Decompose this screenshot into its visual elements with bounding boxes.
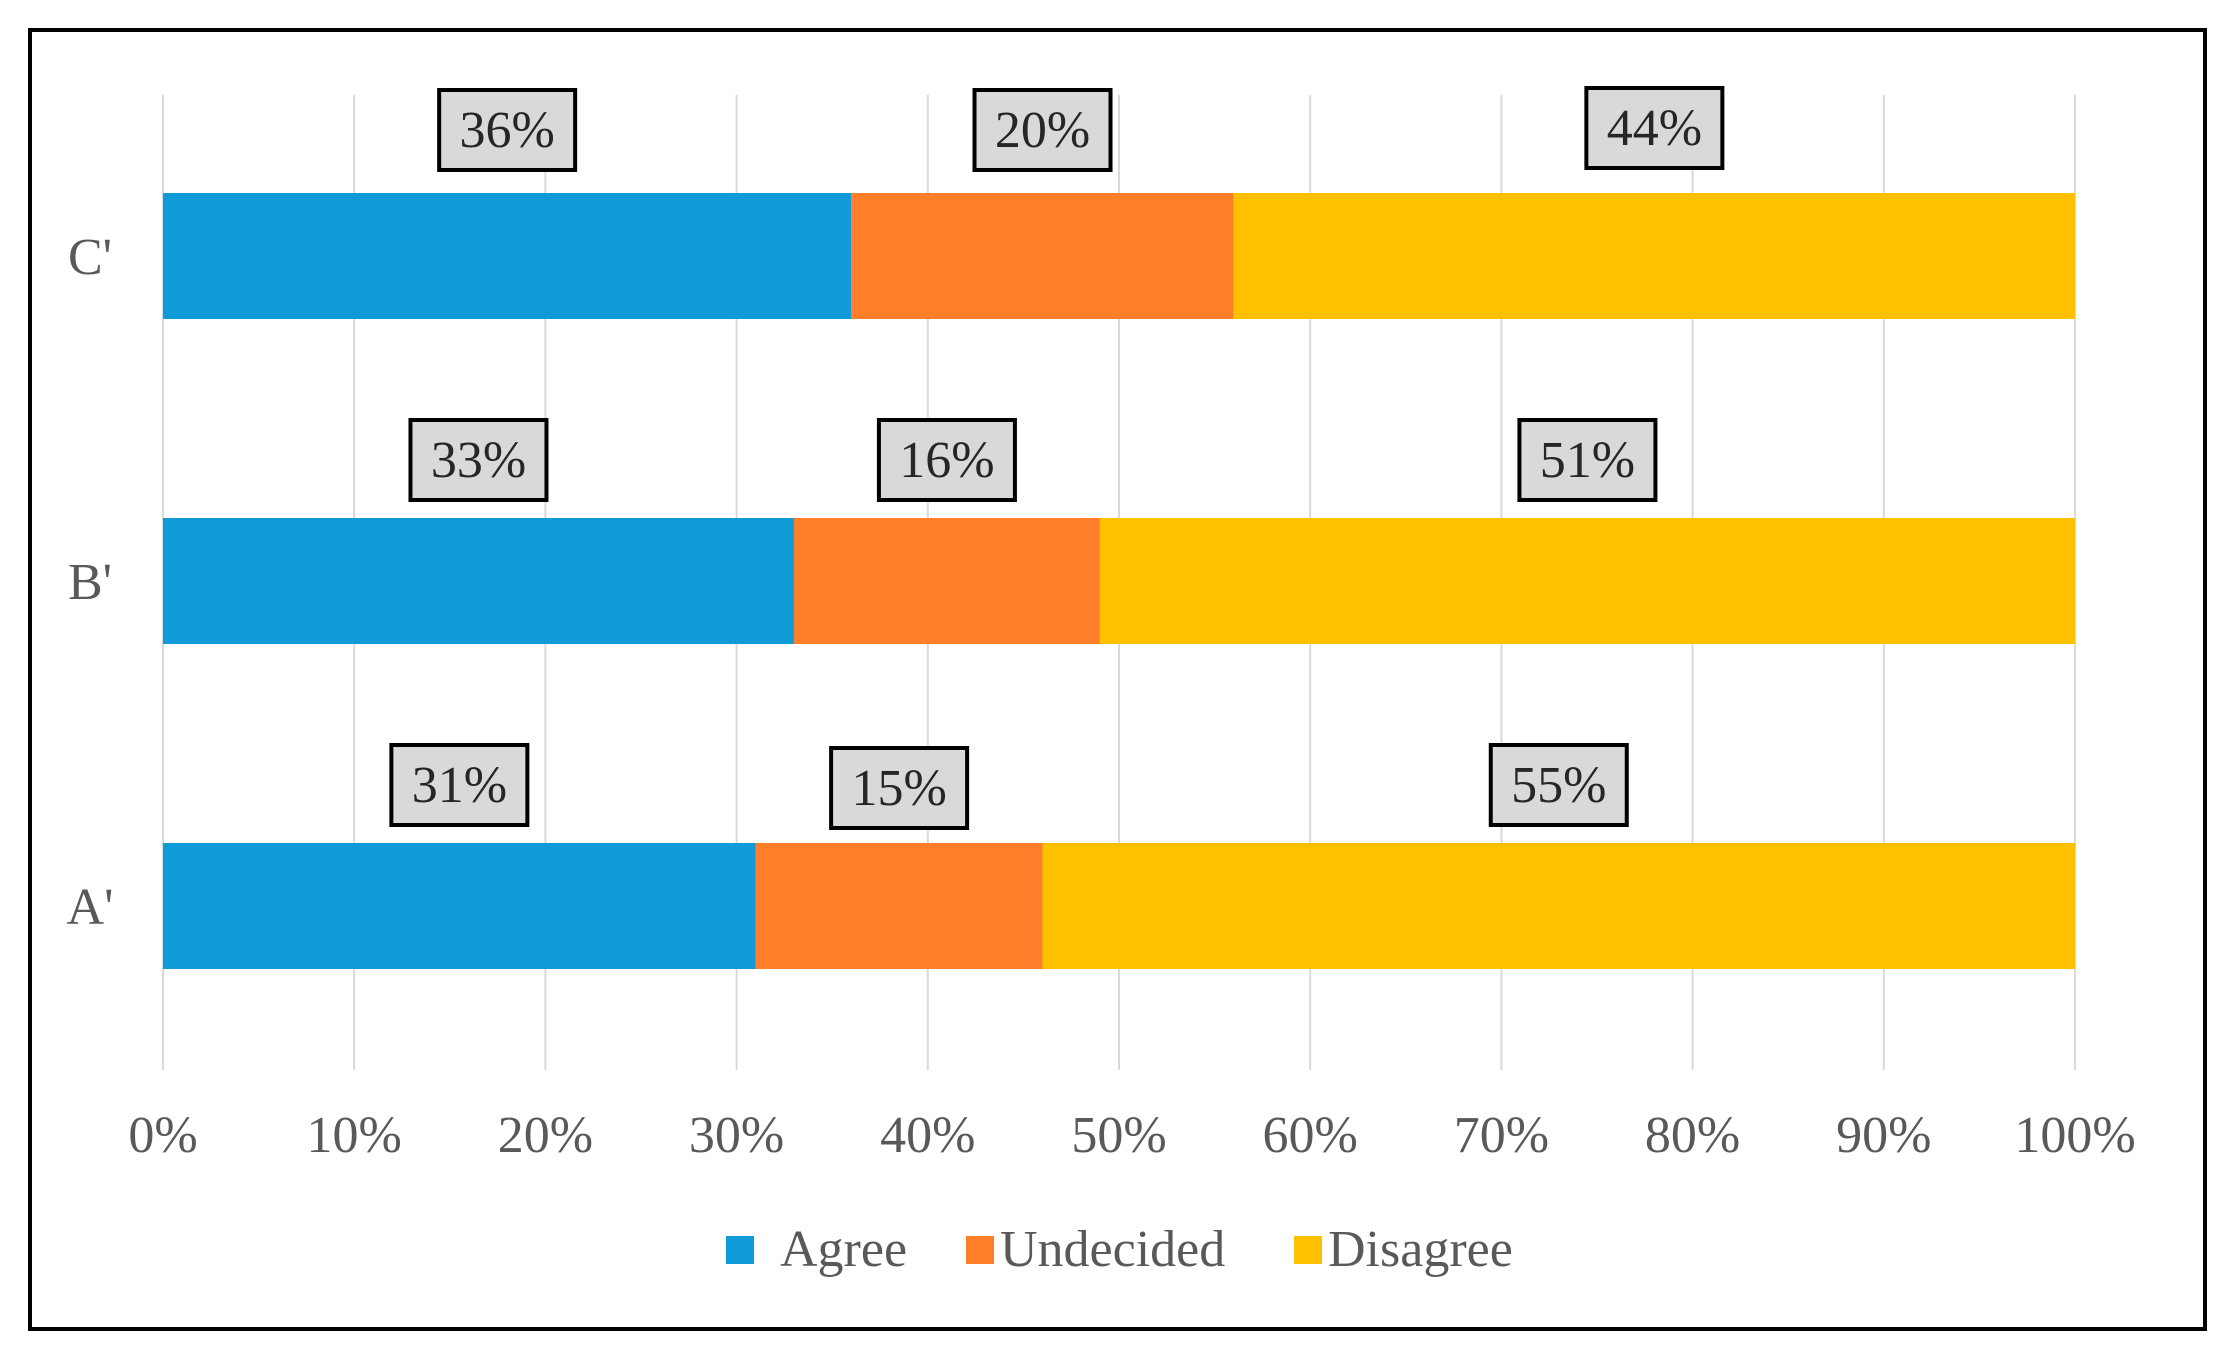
y-axis: A' B' C' <box>67 229 114 936</box>
bar-undecided-1 <box>793 518 1100 644</box>
legend: Agree Undecided Disagree <box>726 1221 1513 1278</box>
legend-item-disagree: Disagree <box>1294 1221 1513 1278</box>
data-label-text: 15% <box>851 760 946 817</box>
data-label-text: 20% <box>995 102 1090 159</box>
data-label-box <box>1584 86 1725 170</box>
bar-undecided-2 <box>851 193 1234 319</box>
x-tick-label: 80% <box>1645 1107 1740 1164</box>
y-category-label: A' <box>67 879 114 936</box>
y-category-label: C' <box>68 229 112 286</box>
data-label-box <box>408 418 549 502</box>
data-label-box <box>972 88 1113 172</box>
data-label-box <box>437 88 578 172</box>
data-label: 55% <box>1488 743 1629 827</box>
legend-swatch <box>1294 1236 1322 1264</box>
bars <box>163 193 2075 969</box>
y-category-label: B' <box>68 554 112 611</box>
data-label: 20% <box>972 88 1113 172</box>
x-tick-label: 70% <box>1454 1107 1549 1164</box>
bar-disagree-2 <box>1233 193 2075 319</box>
data-label: 15% <box>829 746 970 830</box>
data-label: 51% <box>1517 418 1658 502</box>
data-label-text: 55% <box>1511 757 1606 814</box>
bar-agree-1 <box>163 518 794 644</box>
legend-label: Undecided <box>1000 1221 1225 1278</box>
data-label-box <box>876 418 1017 502</box>
x-tick-label: 0% <box>128 1107 197 1164</box>
data-label: 33% <box>408 418 549 502</box>
x-tick-label: 90% <box>1836 1107 1931 1164</box>
bar-agree-2 <box>163 193 852 319</box>
data-label-text: 16% <box>899 432 994 489</box>
legend-item-agree: Agree <box>726 1221 907 1278</box>
x-tick-label: 40% <box>880 1107 975 1164</box>
x-tick-label: 100% <box>2014 1107 2135 1164</box>
data-label-text: 51% <box>1540 432 1635 489</box>
legend-swatch <box>966 1236 994 1264</box>
data-labels: 31% 15% 55% 33% 16% 51% 36% 20% 44% <box>389 86 1725 830</box>
data-label-text: 44% <box>1607 100 1702 157</box>
legend-label: Disagree <box>1328 1221 1513 1278</box>
legend-label: Agree <box>780 1221 907 1278</box>
data-label-box <box>389 743 530 827</box>
x-tick-label: 10% <box>307 1107 402 1164</box>
x-axis: 0% 10% 20% 30% 40% 50% 60% 70% 80% 90% 100% <box>128 1107 2135 1164</box>
data-label: 36% <box>437 88 578 172</box>
bar-undecided-0 <box>755 843 1043 969</box>
x-tick-label: 30% <box>689 1107 784 1164</box>
data-label-box <box>1488 743 1629 827</box>
data-label-text: 36% <box>459 102 554 159</box>
data-label: 44% <box>1584 86 1725 170</box>
bar-disagree-0 <box>1042 843 2075 969</box>
x-tick-label: 50% <box>1071 1107 1166 1164</box>
data-label-box <box>1517 418 1658 502</box>
data-label: 31% <box>389 743 530 827</box>
bar-disagree-1 <box>1099 518 2075 644</box>
legend-item-undecided: Undecided <box>966 1221 1225 1278</box>
x-tick-label: 20% <box>498 1107 593 1164</box>
data-label-text: 31% <box>412 757 507 814</box>
x-tick-label: 60% <box>1263 1107 1358 1164</box>
data-label-text: 33% <box>431 432 526 489</box>
data-label-box <box>829 746 970 830</box>
legend-swatch <box>726 1236 754 1264</box>
bar-agree-0 <box>163 843 756 969</box>
data-label: 16% <box>876 418 1017 502</box>
